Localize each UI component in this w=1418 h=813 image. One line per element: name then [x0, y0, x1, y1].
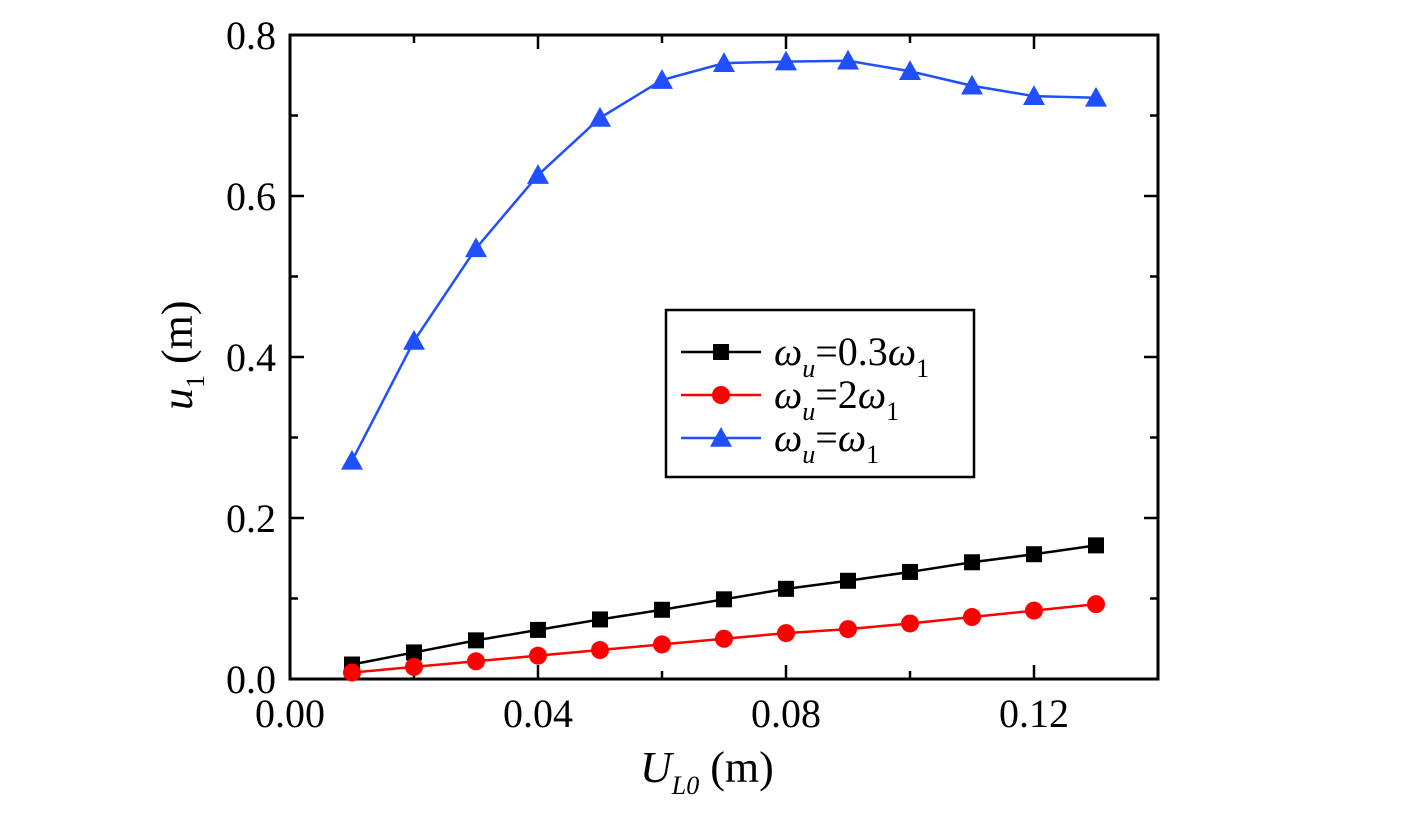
- data-point-circle: [777, 624, 795, 643]
- data-point-triangle: [1023, 85, 1045, 105]
- x-axis-label-unit: (m): [699, 743, 774, 792]
- data-point-square: [592, 611, 608, 628]
- data-point-triangle: [899, 60, 921, 81]
- data-point-square: [654, 601, 670, 618]
- y-tick-label: 0.0: [226, 657, 276, 702]
- data-point-square: [778, 580, 794, 597]
- legend-label-lhs: ω: [774, 415, 802, 460]
- legend-label-rhs-sub: 1: [916, 354, 929, 383]
- data-point-circle: [591, 641, 609, 660]
- legend-label: ωu=2ω1: [774, 372, 899, 426]
- legend-label-lhs: ω: [774, 372, 802, 417]
- data-point-triangle: [961, 74, 983, 95]
- data-point-triangle: [713, 52, 735, 72]
- data-point-triangle: [589, 106, 611, 127]
- legend-label-omega: ω: [838, 415, 866, 460]
- legend-label-lhs-sub: u: [802, 397, 815, 426]
- data-point-circle: [715, 629, 733, 648]
- x-axis-label-main: U: [640, 743, 675, 792]
- data-point-triangle: [403, 329, 425, 350]
- legend-label-lhs: ω: [774, 329, 802, 374]
- legend-label-omega: ω: [858, 372, 886, 417]
- data-point-triangle: [527, 164, 549, 184]
- legend-label: ωu=0.3ω1: [774, 329, 929, 383]
- series-markers: [341, 49, 1107, 682]
- legend-label-lhs-sub: u: [802, 440, 815, 469]
- data-point-square: [1088, 537, 1104, 554]
- y-tick-label: 0.2: [226, 496, 276, 541]
- data-point-triangle: [341, 449, 363, 470]
- data-point-square: [716, 591, 732, 608]
- legend-marker-circle: [712, 386, 730, 404]
- x-tick-label: 0.00: [255, 691, 325, 736]
- data-point-triangle: [651, 69, 673, 89]
- legend-label-rhs: =: [815, 415, 838, 460]
- data-point-circle: [343, 663, 361, 682]
- legend-label-rhs: =0.3: [815, 329, 888, 374]
- data-point-square: [1026, 546, 1042, 563]
- legend-marker-square: [713, 344, 729, 360]
- legend-label-rhs-sub: 1: [866, 440, 879, 469]
- y-tick-label: 0.6: [226, 174, 276, 219]
- legend-label-lhs-sub: u: [802, 354, 815, 383]
- data-point-triangle: [775, 50, 797, 71]
- data-point-circle: [405, 657, 423, 676]
- data-point-circle: [963, 608, 981, 627]
- legend-marker-triangle: [710, 427, 732, 447]
- x-tick-label: 0.12: [999, 691, 1069, 736]
- data-point-square: [902, 563, 918, 580]
- y-tick-label: 0.8: [226, 13, 276, 58]
- data-point-square: [964, 554, 980, 571]
- data-point-triangle: [837, 49, 859, 70]
- y-axis-label-sub: 1: [181, 375, 210, 388]
- legend-label-omega: ω: [888, 329, 916, 374]
- x-axis-label-sub: L0: [671, 771, 699, 800]
- data-point-circle: [1087, 595, 1105, 614]
- x-tick-label: 0.08: [751, 691, 821, 736]
- legend-label-rhs-sub: 1: [886, 397, 899, 426]
- legend-label-rhs: =2: [815, 372, 858, 417]
- data-point-circle: [467, 652, 485, 671]
- axis-ticks: [288, 33, 1160, 681]
- data-point-square: [840, 572, 856, 589]
- data-point-square: [406, 644, 422, 661]
- data-point-circle: [653, 635, 671, 654]
- legend-label: ωu=ω1: [774, 415, 879, 469]
- data-point-circle: [1025, 601, 1043, 620]
- y-tick-label: 0.4: [226, 335, 276, 380]
- data-point-triangle: [1085, 86, 1107, 107]
- y-axis-label: u1 (m): [153, 300, 210, 410]
- x-tick-label: 0.04: [503, 691, 573, 736]
- data-point-circle: [839, 620, 857, 639]
- y-axis-label-main: u: [153, 388, 202, 410]
- x-axis-label: UL0 (m): [640, 743, 774, 800]
- data-point-square: [530, 621, 546, 638]
- tick-labels: 0.00 0.04 0.08 0.12 0.0 0.2 0.4 0.6 0.8: [226, 13, 1069, 736]
- data-point-circle: [529, 646, 547, 665]
- data-point-square: [468, 632, 484, 649]
- data-point-triangle: [465, 237, 487, 258]
- y-axis-label-unit: (m): [153, 300, 202, 375]
- data-point-circle: [901, 614, 919, 633]
